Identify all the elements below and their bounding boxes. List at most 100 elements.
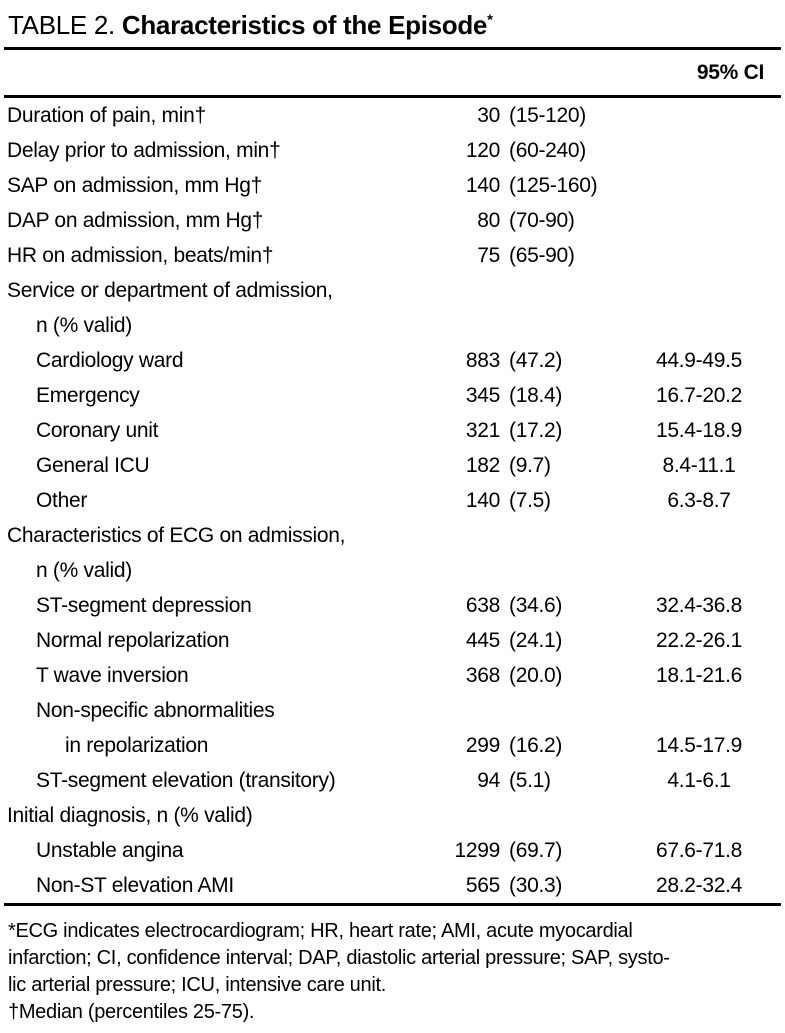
table-row: ST-segment depression 638 (34.6) 32.4-36… [0, 588, 785, 623]
row-percent: (7.5) [509, 488, 551, 512]
table-row: Cardiology ward 883 (47.2) 44.9-49.5 [0, 343, 785, 378]
row-ci: 18.1-21.6 [655, 663, 743, 687]
row-count: 445 [465, 628, 500, 652]
row-value: 140 (7.5) [405, 489, 620, 513]
table-row: Coronary unit 321 (17.2) 15.4-18.9 [0, 413, 785, 448]
ci-column-header: 95% CI [696, 60, 764, 84]
row-ci: 32.4-36.8 [655, 593, 743, 617]
row-ci: 16.7-20.2 [655, 383, 743, 407]
row-value: 75 (65-90) [405, 244, 620, 268]
row-count: 140 [465, 488, 500, 512]
table-row: Unstable angina 1299 (69.7) 67.6-71.8 [0, 833, 785, 868]
row-percent: (5.1) [509, 768, 551, 792]
row-count: 345 [465, 383, 500, 407]
row-percent: (16.2) [509, 733, 563, 757]
table-title: TABLE 2. Characteristics of the Episode* [0, 0, 785, 47]
row-value: 1299 (69.7) [405, 839, 620, 863]
footnote-line: infarction; CI, confidence interval; DAP… [8, 947, 670, 969]
row-value: 345 (18.4) [405, 384, 620, 408]
table-row: Initial diagnosis, n (% valid) [0, 798, 785, 833]
footnote-line: †Median (percentiles 25-75). [8, 1001, 255, 1023]
row-value: 883 (47.2) [405, 349, 620, 373]
row-percent: (17.2) [509, 418, 563, 442]
table-row: T wave inversion 368 (20.0) 18.1-21.6 [0, 658, 785, 693]
row-ci: 22.2-26.1 [655, 628, 743, 652]
row-value: 120 (60-240) [405, 139, 620, 163]
row-value: 299 (16.2) [405, 734, 620, 758]
row-percent: (9.7) [509, 453, 551, 477]
row-percent: (24.1) [509, 628, 563, 652]
row-ci: 8.4-11.1 [662, 453, 736, 477]
row-value: 638 (34.6) [405, 594, 620, 618]
table-row: General ICU 182 (9.7) 8.4-11.1 [0, 448, 785, 483]
row-label: Duration of pain, min† [7, 103, 206, 127]
table-row: Non-ST elevation AMI 565 (30.3) 28.2-32.… [0, 868, 785, 903]
table-row: Duration of pain, min† 30 (15-120) [0, 98, 785, 133]
row-label: n (% valid) [36, 313, 132, 337]
row-percent: (18.4) [509, 383, 563, 407]
row-count: 80 [477, 208, 500, 232]
row-label: Cardiology ward [36, 348, 184, 372]
row-label: Coronary unit [36, 418, 159, 442]
row-label: Delay prior to admission, min† [7, 138, 281, 162]
table-row: ST-segment elevation (transitory) 94 (5.… [0, 763, 785, 798]
row-label: Unstable angina [36, 838, 184, 862]
top-rule [4, 47, 781, 50]
table-row: Non-specific abnormalities [0, 693, 785, 728]
row-percent: (69.7) [509, 838, 563, 862]
row-percent: (60-240) [509, 138, 586, 162]
row-count: 94 [477, 768, 500, 792]
table-row: Emergency 345 (18.4) 16.7-20.2 [0, 378, 785, 413]
row-count: 321 [465, 418, 500, 442]
row-percent: (20.0) [509, 663, 563, 687]
row-label: Normal repolarization [36, 628, 230, 652]
table-row: n (% valid) [0, 308, 785, 343]
row-count: 565 [465, 873, 500, 897]
row-value: 321 (17.2) [405, 419, 620, 443]
row-count: 75 [477, 243, 500, 267]
table-row: SAP on admission, mm Hg† 140 (125-160) [0, 168, 785, 203]
table-row: Service or department of admission, [0, 273, 785, 308]
row-label: Non-ST elevation AMI [36, 873, 234, 897]
table-rows: Duration of pain, min† 30 (15-120) Delay… [0, 98, 785, 903]
table-row: n (% valid) [0, 553, 785, 588]
row-count: 30 [477, 103, 500, 127]
row-ci: 67.6-71.8 [655, 838, 743, 862]
row-value: 565 (30.3) [405, 874, 620, 898]
title-footnote-marker: * [487, 11, 493, 29]
row-label: ST-segment depression [36, 593, 252, 617]
table-row: Characteristics of ECG on admission, [0, 518, 785, 553]
table-row: Normal repolarization 445 (24.1) 22.2-26… [0, 623, 785, 658]
row-percent: (70-90) [509, 208, 575, 232]
column-header-row: 95% CI [0, 50, 785, 95]
row-ci: 14.5-17.9 [655, 733, 743, 757]
row-count: 368 [465, 663, 500, 687]
row-label: n (% valid) [36, 558, 132, 582]
row-value: 94 (5.1) [405, 769, 620, 793]
row-count: 883 [465, 348, 500, 372]
row-percent: (30.3) [509, 873, 563, 897]
row-ci: 6.3-8.7 [667, 488, 731, 512]
row-count: 1299 [454, 838, 500, 862]
footnote-line: lic arterial pressure; ICU, intensive ca… [8, 974, 386, 996]
row-count: 182 [465, 453, 500, 477]
row-label: Non-specific abnormalities [36, 698, 275, 722]
row-label: ST-segment elevation (transitory) [36, 768, 336, 792]
row-label: in repolarization [65, 733, 209, 757]
table-row: HR on admission, beats/min† 75 (65-90) [0, 238, 785, 273]
row-ci: 15.4-18.9 [655, 418, 743, 442]
row-label: DAP on admission, mm Hg† [7, 208, 264, 232]
row-ci: 44.9-49.5 [655, 348, 743, 372]
row-value: 182 (9.7) [405, 454, 620, 478]
row-ci: 28.2-32.4 [655, 873, 743, 897]
row-value: 140 (125-160) [405, 174, 620, 198]
row-value: 80 (70-90) [405, 209, 620, 233]
row-value: 368 (20.0) [405, 664, 620, 688]
row-count: 120 [465, 138, 500, 162]
table-row: Other 140 (7.5) 6.3-8.7 [0, 483, 785, 518]
row-count: 140 [465, 173, 500, 197]
row-percent: (15-120) [509, 103, 586, 127]
row-label: Initial diagnosis, n (% valid) [7, 803, 253, 827]
table-title-text: Characteristics of the Episode [121, 10, 488, 40]
